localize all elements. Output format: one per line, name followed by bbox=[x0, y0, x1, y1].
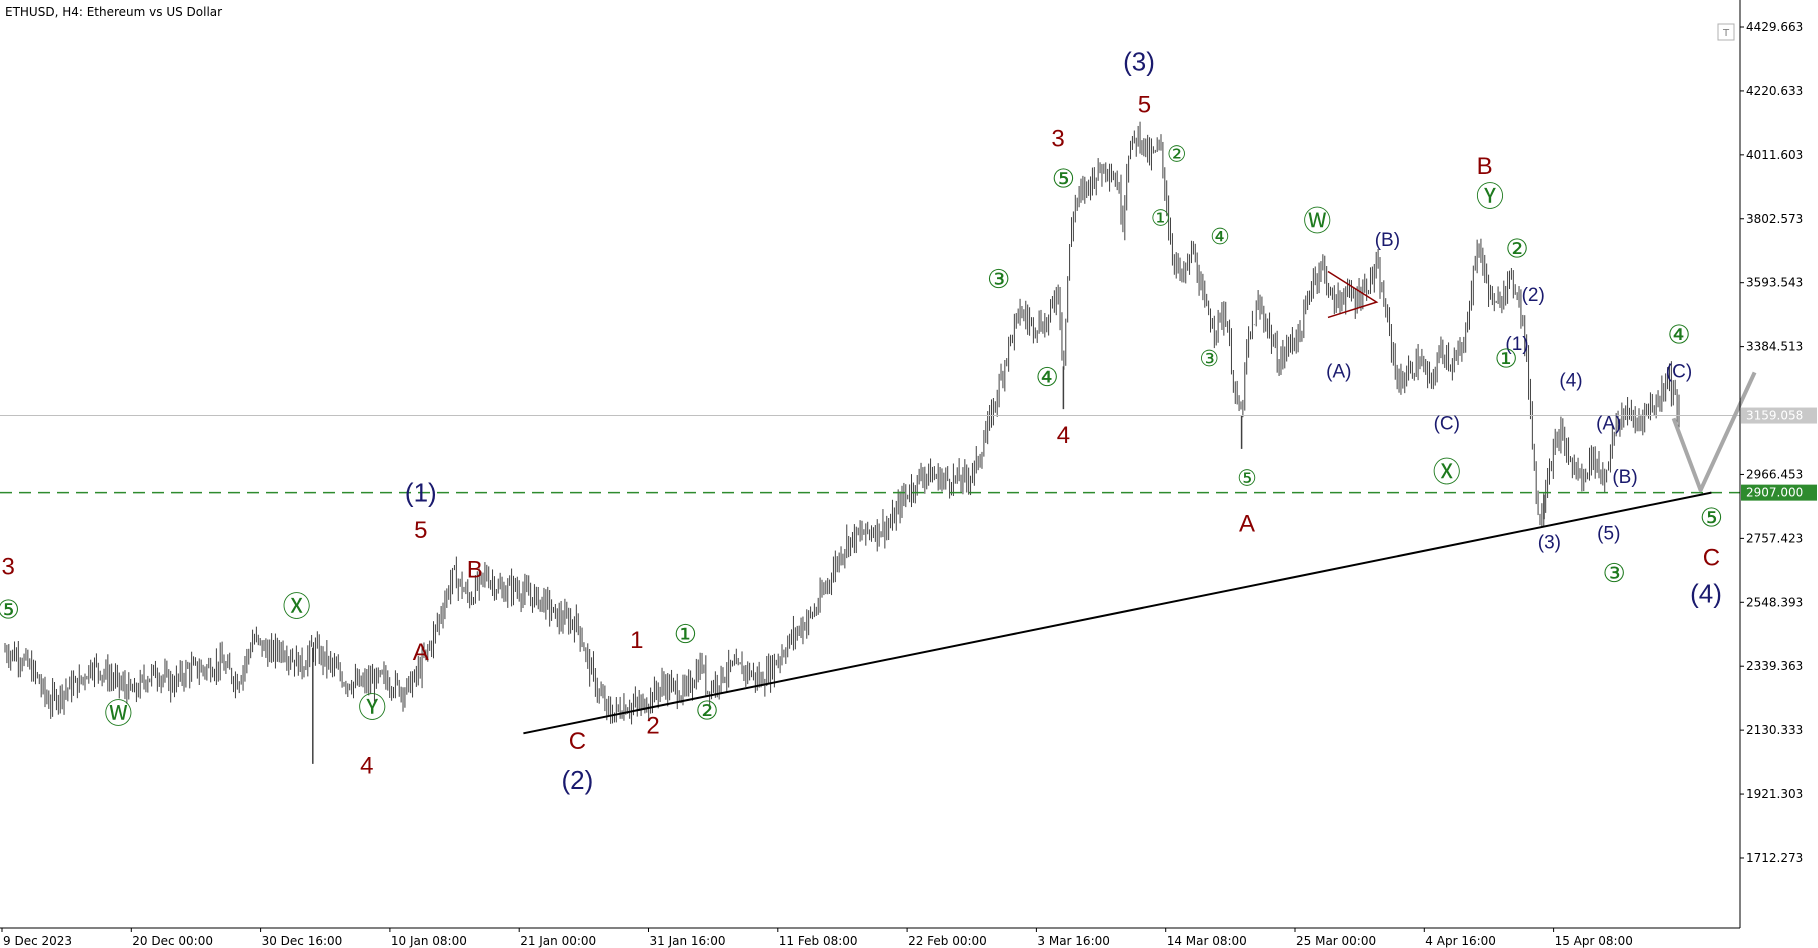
circled-wave-label: ④ bbox=[1210, 225, 1230, 250]
circled-wave-label: ② bbox=[1505, 235, 1528, 265]
circled-wave-label: ① bbox=[1151, 207, 1171, 232]
wave-label: 5 bbox=[414, 517, 427, 544]
scroll-button[interactable]: T bbox=[1717, 23, 1735, 41]
time-tick-label: 22 Feb 00:00 bbox=[908, 934, 987, 948]
wave-label: A bbox=[413, 639, 429, 666]
circled-wave-label: ① bbox=[1495, 345, 1518, 375]
level-price-label: 2907.000 bbox=[1746, 486, 1803, 500]
time-tick-label: 14 Mar 08:00 bbox=[1167, 934, 1247, 948]
time-tick-label: 9 Dec 2023 bbox=[3, 934, 72, 948]
wave-label: (1) bbox=[1505, 334, 1528, 355]
wave-label: (3) bbox=[1538, 533, 1561, 554]
price-tick-label: 2130.333 bbox=[1746, 723, 1803, 737]
price-tick-label: 4011.603 bbox=[1746, 148, 1803, 162]
price-tick-label: 1921.303 bbox=[1746, 787, 1803, 801]
circled-wave-label: Ⓨ bbox=[1476, 180, 1504, 213]
price-tick-label: 4220.633 bbox=[1746, 84, 1803, 98]
circled-wave-label: ⑤ bbox=[0, 595, 20, 625]
circled-wave-label: ③ bbox=[987, 265, 1010, 295]
circled-wave-label: ① bbox=[674, 620, 697, 650]
circled-wave-label: ⑤ bbox=[1052, 164, 1075, 194]
candles-group bbox=[4, 121, 1680, 764]
time-tick-label: 21 Jan 00:00 bbox=[520, 934, 596, 948]
wave-label: (4) bbox=[1690, 579, 1722, 609]
wave-label: (A) bbox=[1596, 413, 1621, 434]
circled-wave-label: ② bbox=[695, 696, 718, 726]
circled-wave-label: ④ bbox=[1036, 363, 1059, 393]
wave-label: (2) bbox=[562, 765, 594, 795]
price-tick-label: 1712.273 bbox=[1746, 851, 1803, 865]
projection-path bbox=[1671, 371, 1757, 493]
time-tick-label: 4 Apr 16:00 bbox=[1425, 934, 1496, 948]
circled-wave-label: ③ bbox=[1199, 347, 1219, 372]
wave-labels-group: (3) 5 3 4 (1) 5 B A 4 3 C (2) 1 2 A B C (4) (A) (B) (C) (2) (1… bbox=[0, 46, 1723, 795]
wave-label: (5) bbox=[1597, 524, 1620, 545]
circled-wave-label: ⑤ bbox=[1237, 466, 1257, 491]
price-tick-label: 4429.663 bbox=[1746, 20, 1803, 34]
circled-wave-label: Ⓦ bbox=[1303, 205, 1331, 238]
level-price-tag bbox=[1741, 484, 1817, 501]
wave-label: B bbox=[1477, 153, 1493, 180]
t-icon: T bbox=[1722, 28, 1730, 39]
wave-label: (B) bbox=[1375, 230, 1400, 251]
wave-label: (4) bbox=[1559, 371, 1582, 392]
wave-label: (2) bbox=[1522, 285, 1545, 306]
circled-wave-label: ④ bbox=[1667, 320, 1690, 350]
current-price-label: 3159.058 bbox=[1746, 409, 1803, 423]
wave-label: (B) bbox=[1612, 467, 1637, 488]
wave-label: (1) bbox=[405, 478, 437, 508]
wave-label: 5 bbox=[1138, 92, 1151, 119]
wave-label: B bbox=[467, 557, 483, 584]
time-tick-label: 3 Mar 16:00 bbox=[1037, 934, 1110, 948]
time-tick-label: 30 Dec 16:00 bbox=[262, 934, 343, 948]
circled-wave-label: ⑤ bbox=[1700, 504, 1723, 534]
circled-wave-label: ③ bbox=[1603, 559, 1626, 589]
wave-label: (A) bbox=[1326, 361, 1351, 382]
wave-label: C bbox=[569, 728, 586, 755]
price-tick-label: 3384.513 bbox=[1746, 340, 1803, 354]
wave-label: 3 bbox=[1051, 125, 1064, 152]
price-tick-label: 3802.573 bbox=[1746, 212, 1803, 226]
time-tick-label: 15 Apr 08:00 bbox=[1555, 934, 1633, 948]
trendline bbox=[523, 491, 1712, 735]
time-tick-label: 11 Feb 08:00 bbox=[779, 934, 858, 948]
wave-label: 1 bbox=[630, 627, 643, 654]
wave-label: 2 bbox=[646, 713, 659, 740]
circled-wave-label: Ⓧ bbox=[283, 590, 311, 623]
circled-wave-label: Ⓧ bbox=[1433, 455, 1461, 488]
triangle-pattern bbox=[1327, 270, 1379, 319]
time-tick-label: 20 Dec 00:00 bbox=[132, 934, 213, 948]
reference-lines-group bbox=[0, 270, 1757, 735]
time-tick-label: 31 Jan 16:00 bbox=[650, 934, 726, 948]
price-tick-label: 2757.423 bbox=[1746, 531, 1803, 545]
wave-label: 3 bbox=[2, 554, 15, 581]
circled-wave-label: Ⓦ bbox=[104, 697, 132, 730]
wave-label: (C) bbox=[1434, 413, 1460, 434]
circled-wave-label: ② bbox=[1167, 142, 1187, 167]
chart-title: ETHUSD, H4: Ethereum vs US Dollar bbox=[5, 5, 222, 19]
wave-label: A bbox=[1239, 511, 1255, 538]
price-tick-label: 2966.453 bbox=[1746, 467, 1803, 481]
wave-label: 4 bbox=[1057, 422, 1070, 449]
current-price-tag bbox=[1741, 407, 1817, 424]
wave-label: (3) bbox=[1123, 46, 1155, 76]
wave-label: (C) bbox=[1666, 361, 1692, 382]
time-tick-label: 10 Jan 08:00 bbox=[391, 934, 467, 948]
wave-label: C bbox=[1703, 544, 1720, 571]
time-tick-label: 25 Mar 00:00 bbox=[1296, 934, 1376, 948]
circled-wave-label: Ⓨ bbox=[358, 691, 386, 724]
price-tick-label: 3593.543 bbox=[1746, 276, 1803, 290]
wave-label: 4 bbox=[360, 752, 373, 779]
price-tick-label: 2548.393 bbox=[1746, 595, 1803, 609]
price-tick-label: 2339.363 bbox=[1746, 659, 1803, 673]
